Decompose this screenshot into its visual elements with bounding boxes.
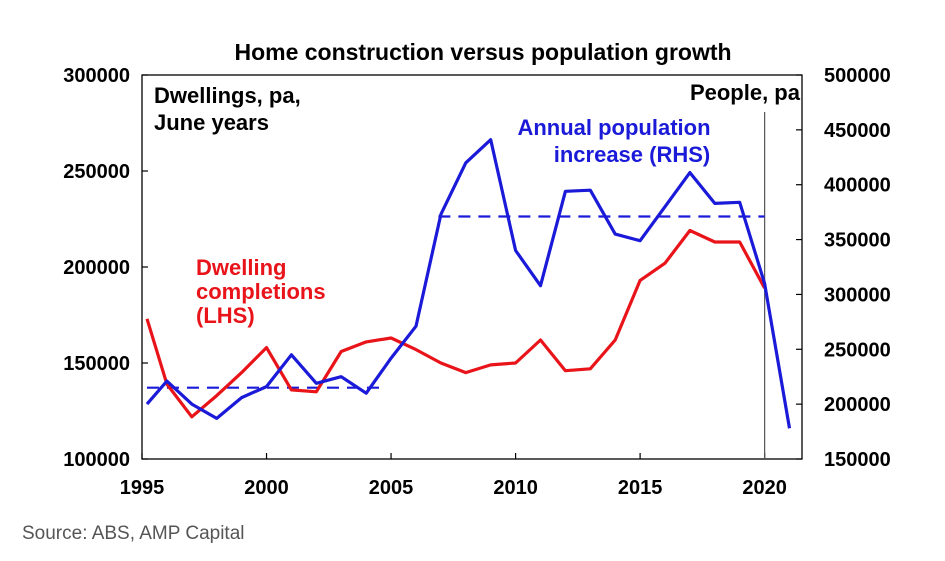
x-tick-label: 2020 — [742, 477, 787, 499]
right-tick-label: 300000 — [824, 284, 891, 306]
dwelling-annotation-line: completions — [196, 279, 326, 304]
right-tick-label: 450000 — [824, 120, 891, 142]
x-tick-label: 2015 — [618, 477, 663, 499]
right-tick-label: 500000 — [824, 65, 891, 87]
plot-area: 100000 150000 200000 250000 300000 150000 2000… — [63, 65, 891, 499]
population-annotation-line: increase (RHS) — [554, 142, 711, 167]
right-tick-label: 150000 — [824, 449, 891, 471]
right-tick-label: 400000 — [824, 175, 891, 197]
dwelling-annotation-line: (LHS) — [196, 303, 255, 328]
left-tick-label: 300000 — [63, 65, 130, 87]
x-tick-label: 1995 — [120, 477, 165, 499]
source-note: Source: ABS, AMP Capital — [22, 523, 245, 544]
x-tick-label: 2000 — [244, 477, 289, 499]
right-tick-label: 350000 — [824, 230, 891, 252]
left-tick-label: 150000 — [63, 353, 130, 375]
dwelling-annotation-line: Dwelling — [196, 255, 286, 280]
chart-title: Home construction versus population grow… — [234, 39, 731, 65]
x-tick-label: 2010 — [493, 477, 538, 499]
population-increase-line — [145, 138, 792, 429]
population-annotation-line: Annual population — [517, 115, 710, 140]
right-tick-label: 250000 — [824, 339, 891, 361]
left-axis-label-line1: Dwellings, pa, — [154, 83, 301, 108]
left-axis-label-line2: June years — [154, 110, 269, 135]
x-tick-label: 2005 — [369, 477, 414, 499]
right-axis-label: People, pa — [690, 80, 801, 105]
dwelling-completions-line — [145, 228, 767, 419]
right-tick-label: 200000 — [824, 394, 891, 416]
left-tick-label: 200000 — [63, 257, 130, 279]
left-tick-label: 100000 — [63, 449, 130, 471]
left-tick-label: 250000 — [63, 161, 130, 183]
